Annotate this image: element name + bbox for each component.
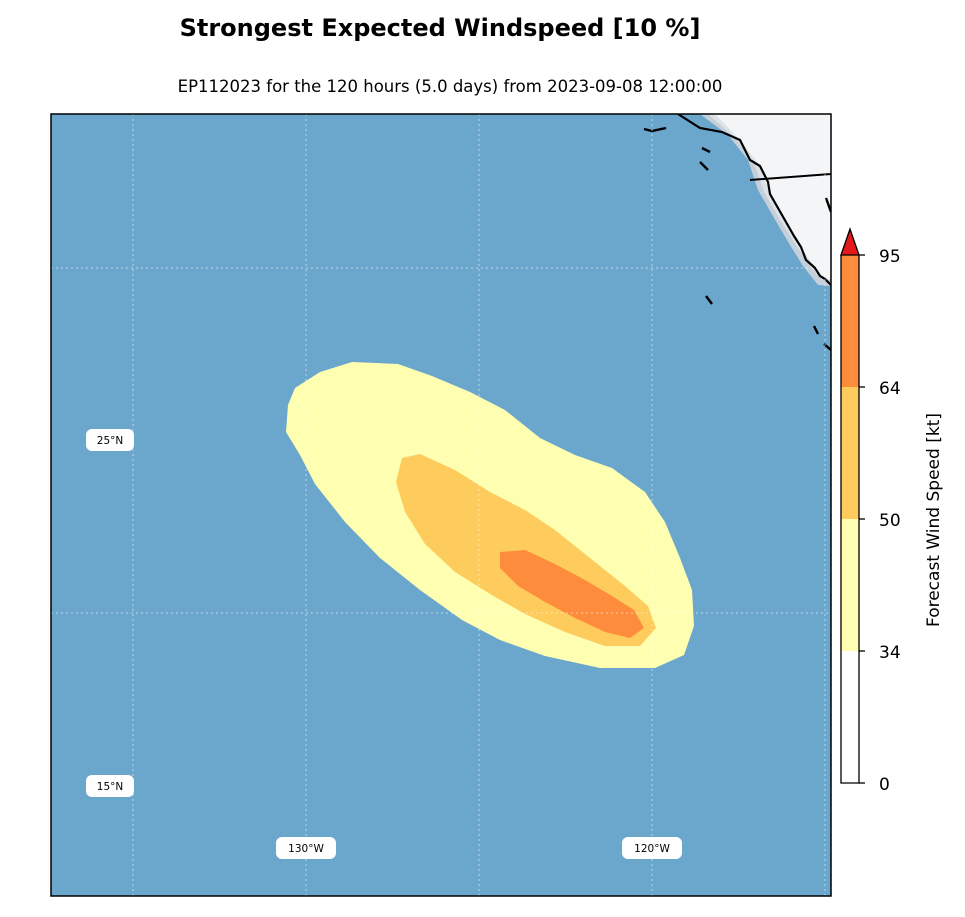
lat-label-15n: 15°N [86,775,134,797]
border-line [749,173,831,181]
colorbar-ticks [859,254,865,784]
colorbar-bin-0-34 [841,651,859,783]
colorbar-title: Forecast Wind Speed [kt] [924,413,944,627]
lat-label-25n: 25°N [86,429,134,451]
lon-label-130w-text: 130°W [288,843,324,855]
lat-label-25n-text: 25°N [97,435,123,447]
colorbar: 95 64 50 34 0 Forecast Wind Speed [kt] [840,227,944,795]
tick-label-0: 0 [879,775,890,795]
colorbar-bin-34-50 [841,519,859,651]
tick-label-95: 95 [879,247,901,267]
contour-64kt [500,550,644,638]
tick-label-50: 50 [879,511,901,531]
lon-label-130w: 130°W [276,837,336,859]
map-frame [50,113,832,897]
chart-subtitle: EP112023 for the 120 hours (5.0 days) fr… [177,77,723,96]
colorbar-bin-64-95 [841,255,859,387]
land-area [678,114,831,279]
gridlines [51,114,831,896]
island-5 [812,325,820,335]
island-7 [824,197,831,213]
chart-title: Strongest Expected Windspeed [10 %] [179,14,701,42]
tick-label-34: 34 [879,643,901,663]
colorbar-extend-arrow [840,227,860,256]
island-4 [705,295,713,305]
lon-label-120w: 120°W [622,837,682,859]
coastline-line [677,114,831,286]
lat-label-15n-text: 15°N [97,781,123,793]
lon-label-120w-text: 120°W [634,843,670,855]
tick-label-64: 64 [879,379,901,399]
island-3 [699,161,709,171]
colorbar-bin-50-64 [841,387,859,519]
island-2 [701,146,711,154]
